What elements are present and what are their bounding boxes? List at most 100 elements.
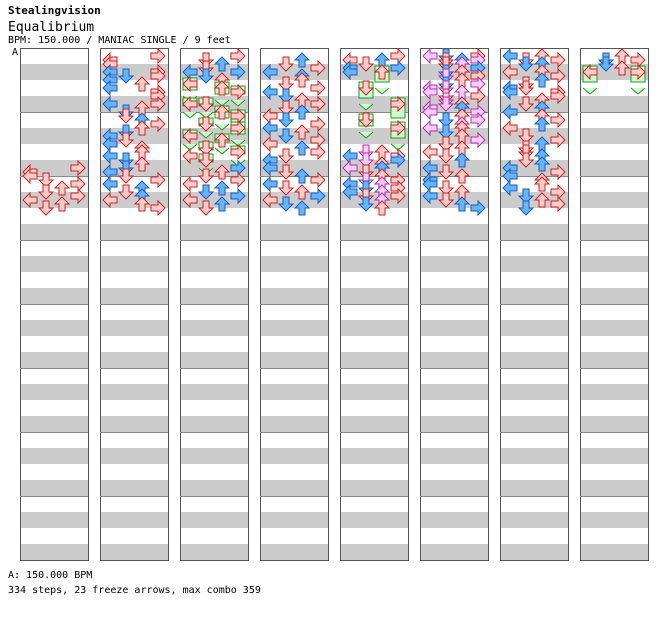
right-arrow bbox=[230, 187, 246, 205]
beat-stripe bbox=[180, 224, 248, 240]
left-arrow bbox=[182, 191, 198, 209]
beat-stripe bbox=[100, 128, 168, 144]
left-arrow bbox=[262, 135, 278, 153]
beat-stripe bbox=[100, 416, 168, 432]
up-arrow bbox=[533, 116, 551, 132]
beat-stripe bbox=[580, 224, 648, 240]
beat-stripe bbox=[340, 544, 408, 560]
beat-stripe bbox=[180, 544, 248, 560]
chart-column bbox=[420, 47, 489, 561]
beat-stripe bbox=[260, 224, 328, 240]
beat-stripe bbox=[500, 96, 568, 112]
left-arrow bbox=[182, 95, 198, 113]
left-arrow bbox=[262, 63, 278, 81]
beat-stripe bbox=[500, 416, 568, 432]
down-arrow bbox=[437, 192, 455, 208]
freeze-tail bbox=[198, 131, 214, 139]
left-arrow bbox=[342, 159, 358, 177]
beat-stripe bbox=[420, 416, 488, 432]
right-arrow bbox=[470, 199, 486, 217]
beat-stripe bbox=[340, 288, 408, 304]
right-arrow bbox=[310, 143, 326, 161]
beat-stripe bbox=[500, 512, 568, 528]
beat-stripe bbox=[180, 288, 248, 304]
left-arrow bbox=[342, 63, 358, 81]
step-stats: 334 steps, 23 freeze arrows, max combo 3… bbox=[8, 585, 261, 596]
right-arrow bbox=[310, 187, 326, 205]
beat-stripe bbox=[580, 256, 648, 272]
up-arrow bbox=[213, 164, 231, 180]
song-title: Stealingvision bbox=[8, 4, 101, 17]
up-arrow bbox=[133, 156, 151, 172]
right-arrow bbox=[310, 115, 326, 133]
down-arrow bbox=[277, 76, 295, 92]
beat-stripe bbox=[180, 512, 248, 528]
beat-stripe bbox=[20, 384, 88, 400]
beat-stripe bbox=[500, 224, 568, 240]
beat-stripe bbox=[180, 160, 248, 176]
beat-stripe bbox=[420, 512, 488, 528]
beat-stripe bbox=[100, 512, 168, 528]
chart-column bbox=[20, 48, 89, 561]
freeze-tail bbox=[630, 87, 646, 95]
down-arrow bbox=[277, 196, 295, 212]
chart-info: BPM: 150.000 / MANIAC SINGLE / 9 feet bbox=[8, 35, 231, 46]
up-arrow bbox=[293, 140, 311, 156]
beat-stripe bbox=[100, 384, 168, 400]
left-arrow bbox=[102, 95, 118, 113]
left-arrow bbox=[502, 103, 518, 121]
up-arrow bbox=[293, 124, 311, 140]
chart-column bbox=[500, 47, 569, 561]
beat-stripe bbox=[580, 384, 648, 400]
right-arrow bbox=[630, 63, 646, 81]
up-arrow bbox=[613, 60, 631, 76]
right-arrow bbox=[550, 51, 566, 69]
left-arrow bbox=[262, 175, 278, 193]
left-arrow bbox=[262, 119, 278, 137]
beat-stripe bbox=[500, 384, 568, 400]
right-arrow bbox=[390, 151, 406, 169]
beat-stripe bbox=[20, 512, 88, 528]
right-arrow bbox=[310, 79, 326, 97]
beat-stripe bbox=[20, 256, 88, 272]
beat-stripe bbox=[500, 320, 568, 336]
right-arrow bbox=[390, 59, 406, 77]
down-arrow bbox=[517, 96, 535, 112]
down-arrow bbox=[37, 172, 55, 188]
beat-stripe bbox=[100, 544, 168, 560]
beat-stripe bbox=[340, 384, 408, 400]
up-arrow bbox=[213, 80, 231, 96]
up-arrow bbox=[213, 196, 231, 212]
left-arrow bbox=[502, 63, 518, 81]
beat-stripe bbox=[580, 288, 648, 304]
up-arrow bbox=[293, 184, 311, 200]
left-arrow bbox=[422, 119, 438, 137]
beat-stripe bbox=[260, 288, 328, 304]
left-arrow bbox=[422, 83, 438, 101]
chart-column bbox=[100, 47, 169, 561]
beat-stripe bbox=[500, 288, 568, 304]
beat-stripe bbox=[500, 544, 568, 560]
down-arrow bbox=[197, 152, 215, 168]
left-arrow bbox=[102, 147, 118, 165]
chart-column bbox=[580, 48, 649, 561]
down-arrow bbox=[517, 152, 535, 168]
down-arrow bbox=[117, 108, 135, 124]
down-arrow bbox=[277, 56, 295, 72]
right-arrow bbox=[550, 195, 566, 213]
beat-stripe bbox=[180, 480, 248, 496]
down-arrow bbox=[437, 112, 455, 128]
down-arrow bbox=[277, 112, 295, 128]
beat-stripe bbox=[420, 480, 488, 496]
up-arrow bbox=[533, 72, 551, 88]
left-arrow bbox=[502, 83, 518, 101]
left-arrow bbox=[582, 63, 598, 81]
up-arrow bbox=[293, 200, 311, 216]
beat-stripe bbox=[420, 224, 488, 240]
beat-stripe bbox=[100, 480, 168, 496]
down-arrow bbox=[117, 132, 135, 148]
beat-stripe bbox=[580, 448, 648, 464]
up-arrow bbox=[453, 196, 471, 212]
beat-stripe bbox=[260, 512, 328, 528]
